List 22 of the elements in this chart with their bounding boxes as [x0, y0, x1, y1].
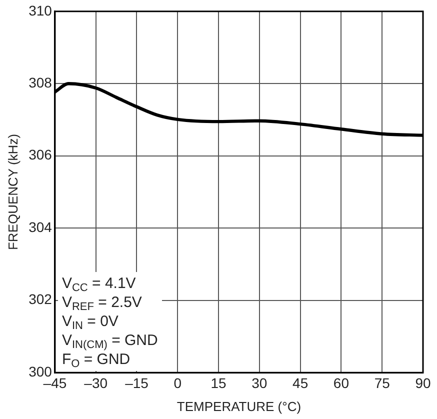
x-tick-label: 30	[252, 374, 268, 391]
x-tick-label: 15	[210, 374, 227, 391]
y-tick-label: 308	[28, 74, 52, 90]
x-tick-label: –15	[125, 374, 149, 391]
y-tick-label: 310	[28, 2, 52, 18]
annotation: F$_{O}$ = GND	[62, 350, 130, 370]
y-axis-title: FREQUENCY (kHz)	[5, 134, 20, 250]
annotation: V$_{REF}$ = 2.5V	[62, 294, 142, 313]
annotation: V$_{CC}$ = 4.1V	[62, 274, 136, 294]
y-tick-label: 306	[28, 146, 52, 163]
x-tick-label: 45	[292, 374, 308, 391]
y-tick-label: 302	[28, 291, 52, 308]
x-tick-label: 75	[374, 374, 390, 391]
x-tick-label: 0	[174, 374, 182, 391]
x-axis-title: TEMPERATURE (°C)	[176, 398, 302, 414]
y-tick-label: 300	[28, 363, 52, 380]
annotation: V$_{IN}$ = 0V	[62, 312, 118, 332]
x-tick-label: –30	[84, 374, 108, 391]
annotation: V$_{IN(CM)}$ = GND	[62, 332, 158, 351]
x-tick-label: 60	[333, 374, 350, 391]
y-tick-label: 304	[28, 218, 52, 235]
x-tick-label: 90	[415, 374, 431, 391]
